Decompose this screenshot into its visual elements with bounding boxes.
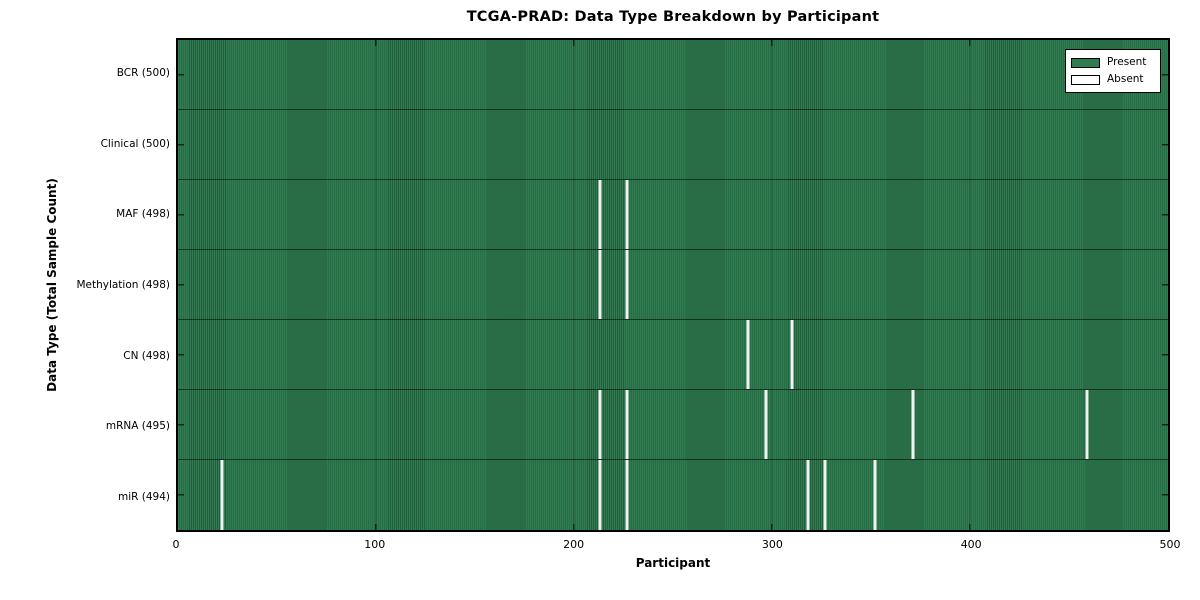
y-tick-mark [178, 354, 184, 356]
datatype-row-cn [178, 320, 1168, 390]
absent-mark [806, 460, 810, 530]
x-tick-label: 200 [563, 538, 585, 551]
absent-swatch-icon [1071, 74, 1100, 85]
x-tick-mark [573, 524, 575, 530]
y-tick-mark [1162, 74, 1168, 76]
absent-mark [625, 250, 629, 319]
datatype-row-bcr [178, 40, 1168, 110]
y-tick-label: Methylation (498) [76, 279, 170, 291]
y-tick-mark [178, 74, 184, 76]
grid-line [771, 40, 773, 530]
absent-mark [746, 320, 750, 389]
y-tick-mark [178, 284, 184, 286]
absent-mark [790, 320, 794, 389]
datatype-row-methylation [178, 250, 1168, 320]
y-tick-label: Clinical (500) [100, 137, 170, 150]
absent-mark [625, 180, 629, 249]
y-tick-mark [1162, 144, 1168, 146]
datatype-row-maf [178, 180, 1168, 250]
x-axis-title: Participant [635, 556, 711, 570]
absent-mark [873, 460, 877, 530]
x-tick-mark [573, 40, 575, 46]
x-tick-label: 300 [761, 538, 783, 551]
x-tick-mark [375, 40, 377, 46]
legend-entry-absent: Absent [1071, 71, 1155, 88]
y-tick-mark [178, 214, 184, 216]
y-tick-mark [178, 424, 184, 426]
absent-mark [823, 460, 827, 530]
x-tick-mark [771, 524, 773, 530]
absent-mark [598, 390, 602, 459]
absent-mark [764, 390, 768, 459]
y-tick-label: miR (494) [117, 490, 170, 503]
y-tick-mark [1162, 354, 1168, 356]
x-tick-mark [375, 524, 377, 530]
x-tick-label: 100 [364, 538, 386, 551]
legend-label: Present [1107, 56, 1147, 69]
legend-entry-present: Present [1071, 54, 1155, 71]
absent-mark [625, 460, 629, 530]
legend: Present Absent [1065, 49, 1161, 93]
y-tick-label: MAF (498) [116, 208, 170, 221]
datatype-row-clinical [178, 110, 1168, 180]
absent-mark [598, 180, 602, 249]
y-tick-label: CN (498) [123, 349, 170, 362]
legend-label: Absent [1107, 73, 1144, 86]
absent-mark [598, 250, 602, 319]
absent-mark [598, 460, 602, 530]
grid-line [573, 40, 575, 530]
grid-line [969, 40, 971, 530]
x-tick-label: 0 [172, 538, 180, 551]
chart-title: TCGA-PRAD: Data Type Breakdown by Partic… [466, 9, 880, 25]
absent-mark [911, 390, 915, 459]
y-tick-label: BCR (500) [116, 67, 170, 80]
x-tick-mark [969, 40, 971, 46]
y-tick-mark [178, 144, 184, 146]
grid-line [375, 40, 377, 530]
absent-mark [625, 390, 629, 459]
x-tick-mark [969, 524, 971, 530]
absent-mark [220, 460, 224, 530]
x-tick-label: 500 [1159, 538, 1181, 551]
y-tick-mark [1162, 284, 1168, 286]
y-tick-mark [1162, 424, 1168, 426]
y-tick-mark [178, 494, 184, 496]
y-tick-mark [1162, 494, 1168, 496]
datatype-row-mrna [178, 390, 1168, 460]
datatype-row-mir [178, 460, 1168, 530]
plot-area: Present Absent [176, 38, 1170, 532]
y-tick-mark [1162, 214, 1168, 216]
y-tick-label: mRNA (495) [105, 420, 170, 433]
x-tick-label: 400 [960, 538, 982, 551]
present-swatch-icon [1071, 57, 1100, 68]
x-tick-mark [771, 40, 773, 46]
absent-mark [1085, 390, 1089, 459]
